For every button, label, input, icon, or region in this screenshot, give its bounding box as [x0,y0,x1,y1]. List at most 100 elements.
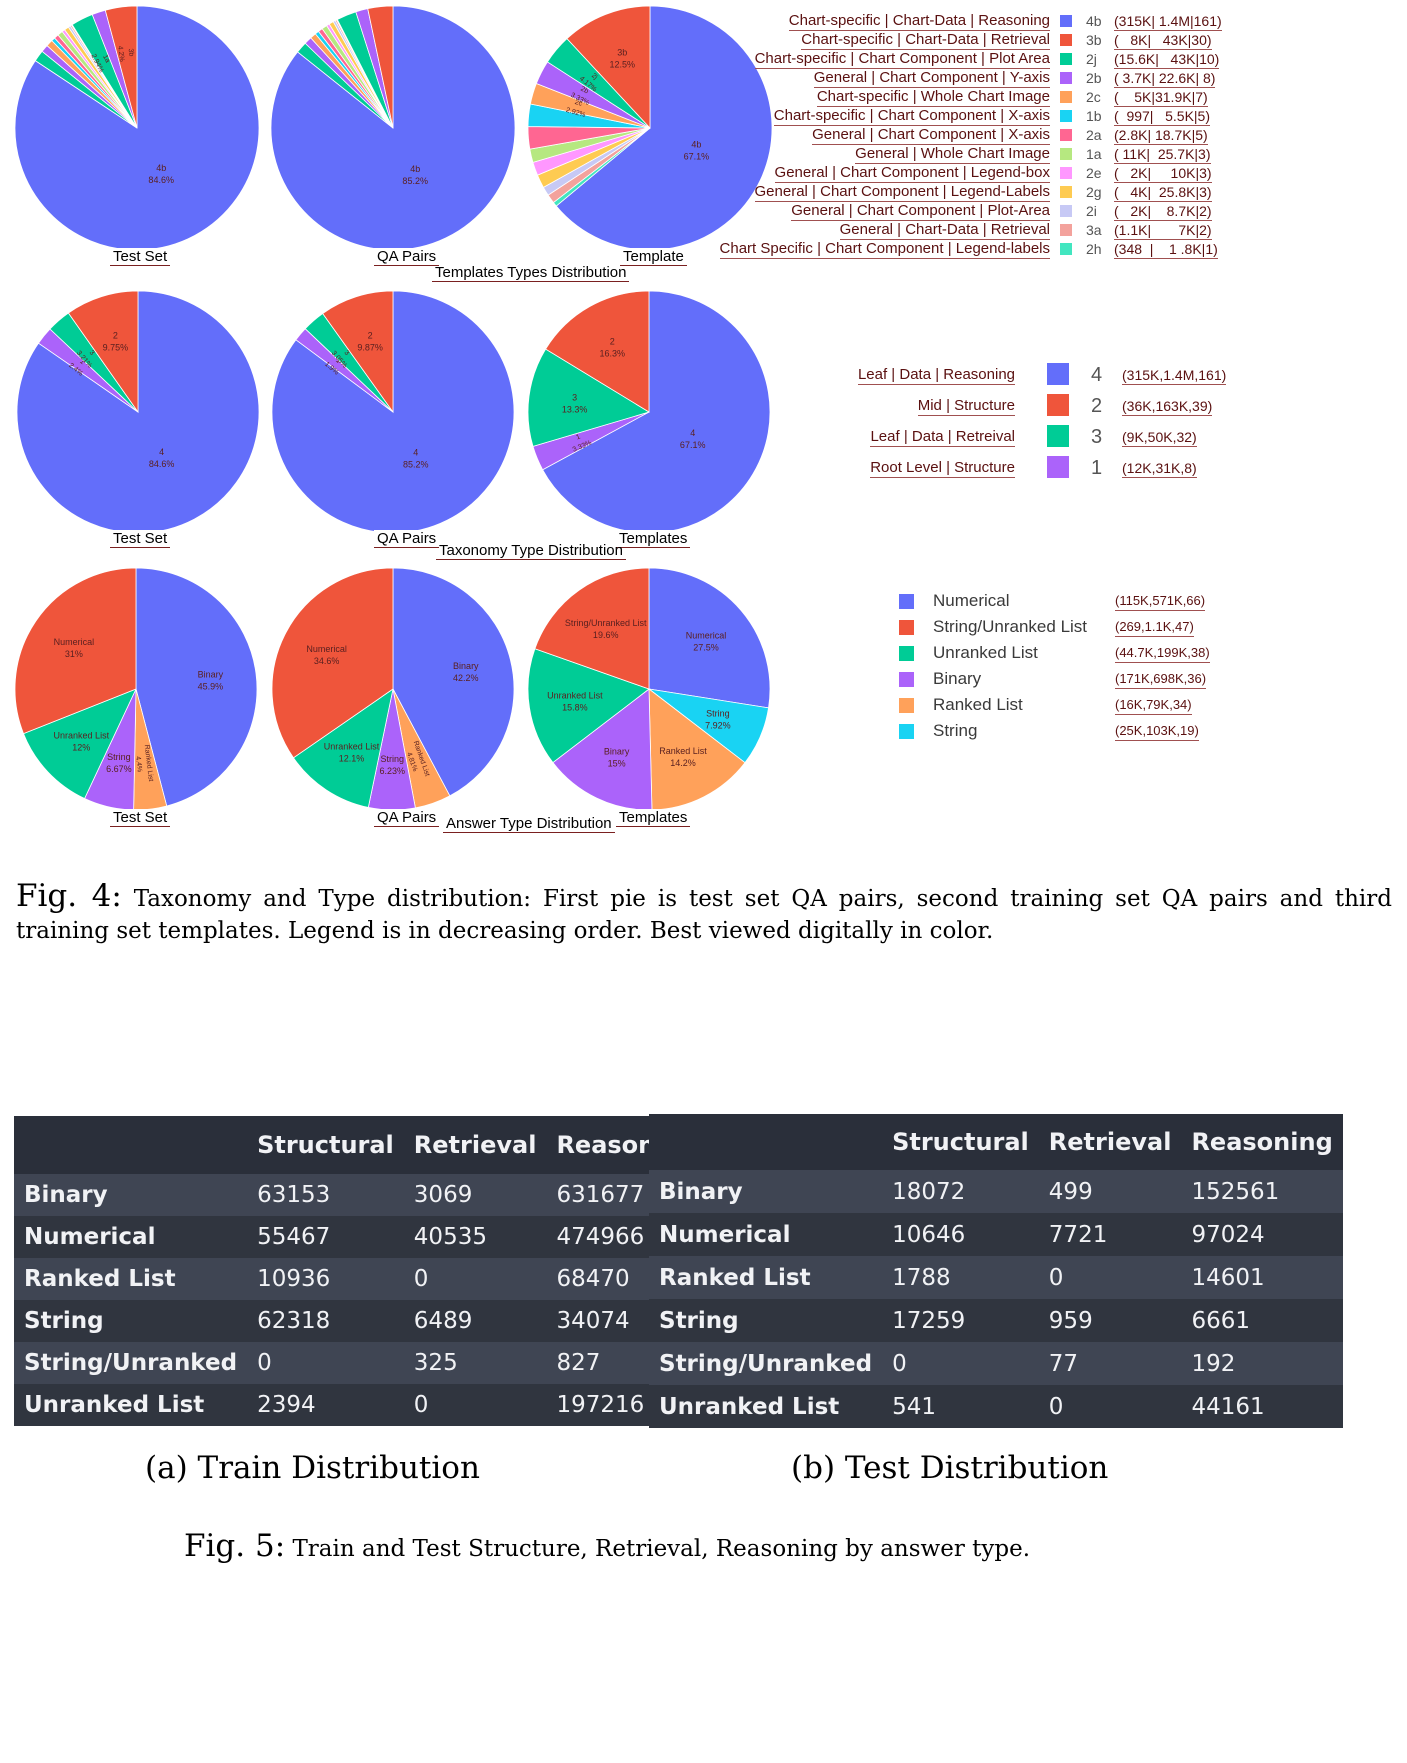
pie-label-2: 2 9.75% [103,331,129,353]
legend-swatch [1060,110,1072,122]
legend-item-label: Leaf | Data | Retreival [870,428,1015,447]
legend-item-code: 2a [1086,127,1102,143]
legend-item-label: Chart Specific | Chart Component | Legen… [719,240,1050,259]
legend-swatch [1060,53,1072,65]
legend-item-stats: ( 5K|31.9K|7) [1114,89,1208,107]
legend-item-stats: (1.1K| 7K|2) [1114,222,1212,240]
legend-item-4b: Chart-specific | Chart-Data | Reasoning 4… [730,12,1407,31]
pie-label-numerical: Numerical 27.5% [686,630,727,652]
pie-caption-test-set: Test Set [110,530,171,548]
legend-item-label: Chart-specific | Chart-Data | Retrieval [801,31,1050,50]
svg-text:12.5%: 12.5% [610,60,636,70]
figure-4-caption: Fig. 4: Taxonomy and Type distribution: … [16,880,1392,947]
pie-taxonomy-qa-pairs: 485.2%11.9%33.05%29.87% [271,290,515,534]
legend-item-stats: ( 997| 5.5K|5) [1114,108,1210,126]
legend-taxonomy: Leaf | Data | Reasoning 4 (315K,1.4M,161) M… [850,360,1407,490]
legend-item-1: Root Level | Structure 1 (12K,31K,8) [850,453,1407,483]
legend-item-2e: General | Chart Component | Legend-box 2e… [730,164,1407,183]
column-header: Retrieval [1038,1114,1182,1170]
svg-text:3: 3 [88,349,96,357]
table-row: Numerical 55467 40535 474966 [14,1216,708,1258]
legend-item-2g: General | Chart Component | Legend-Label… [730,183,1407,202]
svg-text:2c: 2c [574,99,584,108]
legend-swatch [899,698,914,713]
svg-text:Numerical: Numerical [686,630,727,640]
legend-swatch [1060,224,1072,236]
column-header: Retrieval [403,1116,547,1174]
table-cell: 959 [1038,1299,1182,1342]
pie-taxonomy-test-set: 484.6%12.4%33.21%29.75% [16,290,260,534]
table-cell: 152561 [1181,1170,1343,1213]
svg-text:27.5%: 27.5% [693,642,719,652]
legend-item-stats: (315K,1.4M,161) [1122,367,1227,385]
legend-swatch [1060,205,1072,217]
svg-text:4: 4 [159,447,164,457]
svg-text:84.6%: 84.6% [148,175,174,185]
table-cell: 6489 [403,1300,547,1342]
pie-caption-template: Template [620,248,687,266]
table-cell: 62318 [247,1300,404,1342]
table-cell: 18072 [882,1170,1039,1213]
legend-item-label: Chart-specific | Chart Component | X-axi… [773,107,1050,126]
legend-item-label: Numerical [933,591,1010,610]
legend-item-label: Leaf | Data | Reasoning [857,366,1015,385]
pie-slice-2 [545,290,650,413]
legend-item-label: Ranked List [933,695,1023,714]
test-distribution-caption: (b) Test Distribution [791,1450,1109,1486]
svg-text:2j: 2j [590,72,599,81]
svg-text:45.9%: 45.9% [198,681,224,691]
legend-item-stats: ( 2K| 10K|3) [1114,165,1212,183]
svg-text:4b: 4b [156,163,166,173]
pie-taxonomy-templates: 467.1%13.33%313.3%216.3% [527,290,771,534]
pie-label-string: String 6.67% [106,752,132,774]
table-header-row: Structural Retrieval Reasoning [14,1116,708,1174]
svg-text:42.2%: 42.2% [453,673,479,683]
pie-caption-templates: Templates [616,809,691,827]
legend-item-stats: (15.6K| 43K|10) [1114,51,1220,69]
svg-text:Unranked List: Unranked List [54,730,110,740]
row-label: String/Unranked [14,1342,248,1384]
pie-label-string-unranked-list: String/Unranked List 19.6% [565,618,647,640]
table-cell: 7721 [1038,1213,1182,1256]
svg-text:7.92%: 7.92% [705,721,731,731]
table-cell: 325 [403,1342,547,1384]
row-label: Binary [14,1174,248,1216]
pie-caption-test-set: Test Set [110,809,171,827]
legend-item-stats: ( 11K| 25.7K|3) [1114,146,1211,164]
table-cell: 40535 [403,1216,547,1258]
pie-slice-2 [67,290,139,414]
pie-label-string: String 7.92% [705,709,731,731]
legend-item-stats: (348 | 1 .8K|1) [1114,241,1218,259]
legend-item-code: 2j [1086,51,1097,67]
legend-item-ranked-list: Ranked List (16K,79K,34) [895,694,1407,720]
legend-item-stats: ( 2K| 8.7K|2) [1114,203,1212,221]
table-row: Ranked List 1788 0 14601 [649,1256,1343,1299]
table-row: String 62318 6489 34074 [14,1300,708,1342]
table-cell: 0 [882,1342,1039,1385]
pie-slice-unranked-list [23,688,137,800]
svg-text:Binary: Binary [453,661,479,671]
row-label: Unranked List [14,1384,248,1426]
table-row: String/Unranked 0 77 192 [649,1342,1343,1385]
section-title-templates: Templates Types Distribution [432,264,630,282]
svg-text:12.1%: 12.1% [339,754,365,764]
legend-swatch [1060,91,1072,103]
legend-item-2c: Chart-specific | Whole Chart Image 2c ( 5K… [730,88,1407,107]
pie-slice-4 [542,290,771,534]
table-row: Numerical 10646 7721 97024 [649,1213,1343,1256]
row-label: Ranked List [14,1258,248,1300]
pie-slice-3 [527,348,650,447]
pie-slice-4b [555,5,773,251]
legend-item-code: 1a [1086,146,1102,162]
legend-item-code: 2g [1086,184,1102,200]
svg-text:Ranked List: Ranked List [143,744,154,782]
legend-answer-type: Numerical (115K,571K,66) String/Unranked L… [895,590,1407,750]
table-cell: 6661 [1181,1299,1343,1342]
legend-item-code: 2b [1086,70,1102,86]
legend-item-stats: (12K,31K,8) [1122,460,1197,478]
pie-label-4b: 4b 85.2% [402,164,428,186]
